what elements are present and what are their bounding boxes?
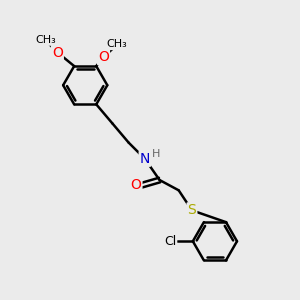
Text: H: H bbox=[152, 148, 160, 158]
Text: N: N bbox=[140, 152, 150, 166]
Text: O: O bbox=[98, 50, 109, 64]
Text: O: O bbox=[130, 178, 142, 192]
Text: Cl: Cl bbox=[164, 235, 176, 248]
Text: S: S bbox=[188, 203, 196, 217]
Text: CH₃: CH₃ bbox=[35, 35, 56, 45]
Text: O: O bbox=[52, 46, 63, 60]
Text: CH₃: CH₃ bbox=[106, 39, 127, 49]
